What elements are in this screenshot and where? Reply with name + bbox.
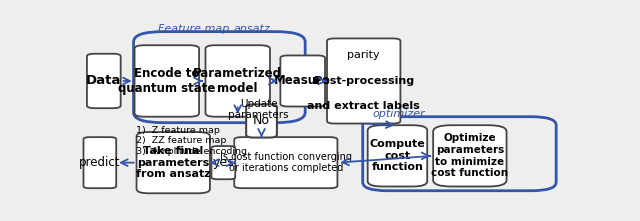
Text: Take final
parameters
from ansatz: Take final parameters from ansatz [136, 146, 211, 179]
Text: Post-processing: Post-processing [314, 76, 414, 86]
Text: Encode to
quantum state: Encode to quantum state [118, 67, 216, 95]
Text: and extract labels: and extract labels [307, 101, 420, 112]
FancyBboxPatch shape [327, 38, 401, 124]
Text: parity: parity [348, 50, 380, 61]
Text: optimizer: optimizer [372, 109, 426, 119]
Text: Data: Data [86, 74, 122, 88]
FancyBboxPatch shape [205, 45, 270, 117]
Text: predict: predict [79, 156, 120, 169]
Text: Optimize
parameters
to minimize
cost function: Optimize parameters to minimize cost fun… [431, 133, 508, 178]
FancyBboxPatch shape [246, 104, 277, 137]
Text: Compute
cost
function: Compute cost function [369, 139, 426, 172]
Text: No: No [253, 114, 270, 128]
FancyBboxPatch shape [83, 137, 116, 188]
Text: Parametrized
model: Parametrized model [193, 67, 282, 95]
FancyBboxPatch shape [368, 125, 428, 187]
Text: yes: yes [212, 156, 234, 169]
Text: Feature map: Feature map [158, 24, 230, 34]
FancyBboxPatch shape [87, 54, 121, 108]
FancyBboxPatch shape [280, 55, 325, 107]
Text: Update
parameters: Update parameters [228, 99, 289, 120]
FancyBboxPatch shape [136, 132, 210, 193]
FancyBboxPatch shape [134, 45, 199, 117]
FancyBboxPatch shape [211, 146, 236, 179]
Text: Is cost function converging
or iterations completed: Is cost function converging or iteration… [220, 152, 352, 173]
Text: ansatz: ansatz [234, 24, 271, 34]
Text: 1)  Z feature map
2)  ZZ feature map
3)  Amplitude encoding: 1) Z feature map 2) ZZ feature map 3) Am… [136, 126, 246, 156]
Text: Measure: Measure [275, 74, 331, 88]
FancyBboxPatch shape [234, 137, 337, 188]
FancyBboxPatch shape [433, 125, 507, 187]
